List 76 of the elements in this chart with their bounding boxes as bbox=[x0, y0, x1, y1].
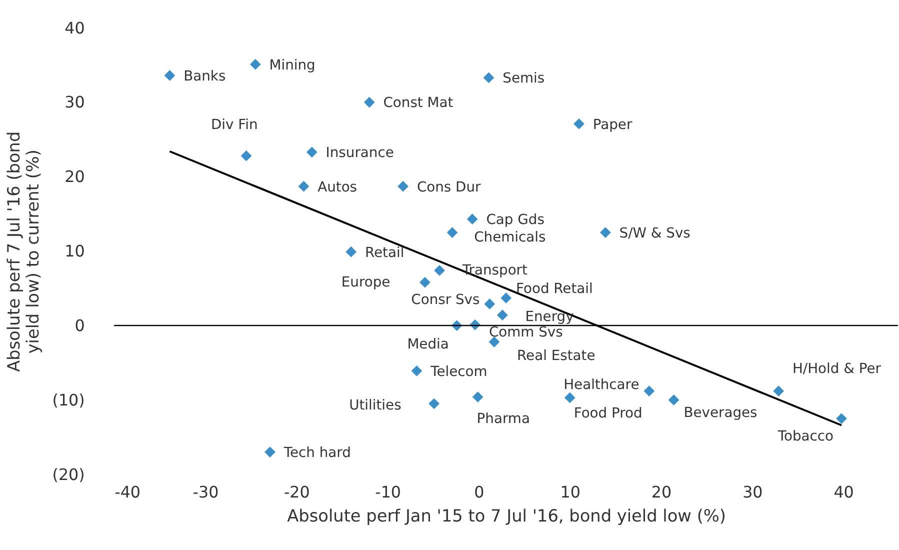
y-tick-label: 10 bbox=[64, 242, 85, 261]
y-tick-label: 20 bbox=[64, 167, 85, 186]
annotation: Cap Gds bbox=[486, 212, 544, 228]
x-tick-label: 0 bbox=[474, 482, 484, 502]
annotation: Const Mat bbox=[383, 95, 454, 112]
annotation: Energy bbox=[525, 309, 574, 326]
point bbox=[668, 394, 680, 406]
annotation: Banks bbox=[184, 68, 226, 84]
annotation: Real Estate bbox=[517, 348, 596, 364]
x-tick-label: -20 bbox=[284, 482, 310, 502]
annotation: Healthcare bbox=[564, 377, 640, 394]
point bbox=[298, 180, 310, 192]
y-axis-title: Absolute perf 7 Jul '16 (bond yield low) to current (%) bbox=[4, 131, 42, 372]
x-tick-label: 40 bbox=[834, 482, 854, 502]
annotation: Tech hard bbox=[282, 445, 351, 462]
annotation: Retail bbox=[364, 244, 404, 261]
point bbox=[472, 392, 484, 402]
point bbox=[574, 118, 584, 130]
annotation: Div Fin bbox=[210, 117, 258, 134]
annotation: Semis bbox=[502, 70, 545, 87]
x-tick-label: 10 bbox=[560, 482, 580, 502]
point bbox=[420, 276, 430, 288]
annotation: Chemicals bbox=[474, 229, 546, 246]
point bbox=[446, 227, 458, 238]
y-tick-label: (10) bbox=[52, 390, 85, 410]
annotation: Media bbox=[407, 336, 449, 352]
annotation: Cons Dur bbox=[416, 179, 482, 196]
annotation: Food Retail bbox=[516, 281, 593, 298]
point bbox=[496, 310, 508, 321]
point bbox=[564, 392, 576, 404]
annotation: Food Prod bbox=[574, 406, 642, 422]
x-tick-label: 20 bbox=[651, 482, 672, 502]
point bbox=[600, 227, 611, 238]
x-tick-label: -40 bbox=[114, 482, 141, 502]
annotation: Beverages bbox=[684, 404, 758, 421]
point bbox=[466, 214, 478, 225]
point bbox=[306, 146, 318, 158]
annotation: Mining bbox=[269, 57, 316, 74]
point bbox=[500, 292, 512, 304]
x-tick-label: 30 bbox=[742, 482, 763, 502]
point bbox=[836, 413, 847, 424]
annotation: Autos bbox=[318, 179, 358, 196]
annotation: H/Hold & Per bbox=[792, 361, 882, 378]
point bbox=[483, 72, 494, 84]
x-tick-label: -30 bbox=[192, 482, 219, 502]
point bbox=[264, 446, 276, 458]
x-axis-title: Absolute perf Jan '15 to 7 Jul '16, bond yield low (%) bbox=[287, 506, 726, 526]
point bbox=[773, 386, 784, 396]
annotation: Comm Svs bbox=[488, 324, 563, 341]
annotation: Insurance bbox=[326, 145, 394, 162]
annotation: S/W & Svs bbox=[619, 225, 690, 242]
annotation: Pharma bbox=[476, 410, 530, 427]
x-tick-label: -10 bbox=[375, 482, 402, 502]
point bbox=[488, 336, 500, 348]
point bbox=[346, 246, 357, 258]
point bbox=[164, 70, 176, 81]
point bbox=[484, 298, 496, 310]
annotation: Paper bbox=[592, 116, 632, 133]
point bbox=[398, 180, 408, 192]
y-tick-label: 30 bbox=[64, 92, 85, 112]
y-tick-label: 0 bbox=[74, 316, 85, 335]
point bbox=[644, 386, 655, 396]
point bbox=[428, 398, 440, 410]
annotation: Transport bbox=[461, 262, 528, 278]
point bbox=[434, 265, 445, 276]
annotation: Telecom bbox=[430, 364, 488, 380]
point bbox=[411, 365, 422, 376]
annotation: Europe bbox=[341, 274, 390, 290]
point bbox=[240, 150, 252, 162]
annotation: Consr Svs bbox=[411, 292, 480, 308]
annotation: Utilities bbox=[349, 398, 402, 414]
annotation: Tobacco bbox=[776, 428, 834, 444]
y-tick-label: (20) bbox=[52, 464, 85, 484]
y-tick-label: 40 bbox=[64, 18, 85, 38]
point bbox=[364, 96, 375, 108]
point bbox=[250, 58, 261, 70]
